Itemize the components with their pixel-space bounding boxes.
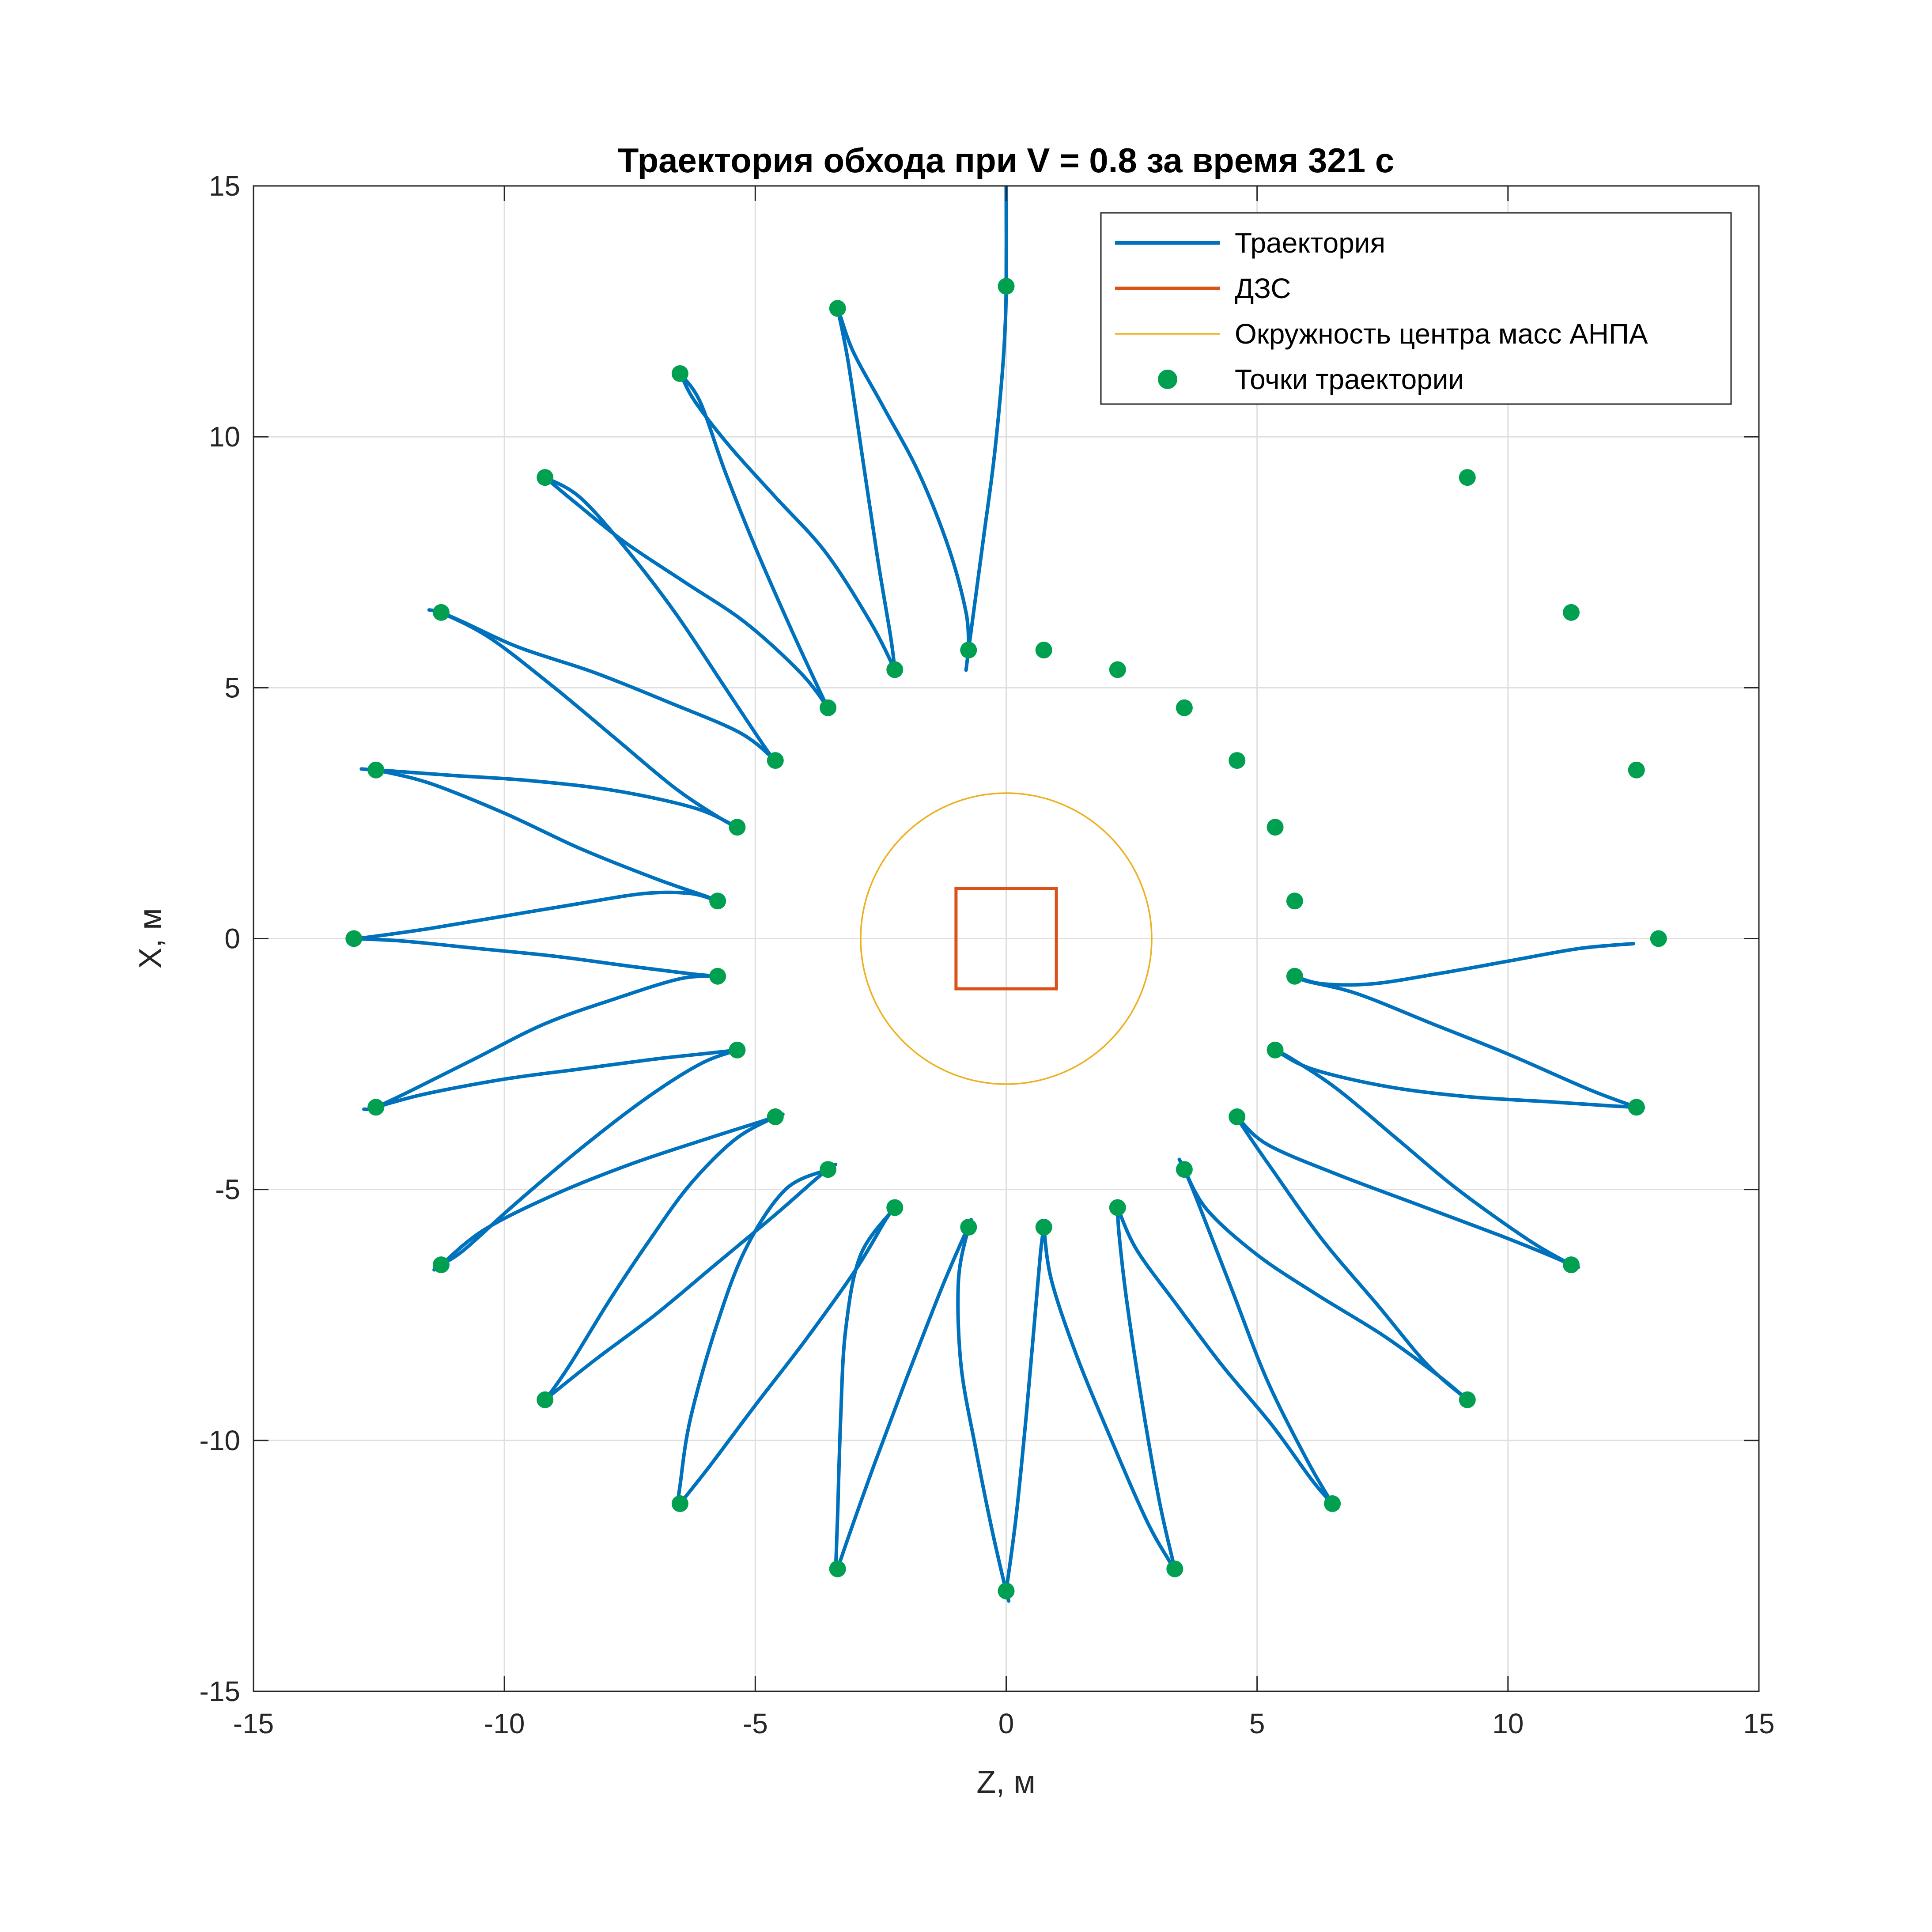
trajectory-point	[537, 1391, 554, 1408]
trajectory-segment-2	[836, 306, 897, 672]
trajectory-point	[829, 300, 846, 317]
trajectory-point	[829, 1560, 846, 1577]
trajectory-point	[671, 1495, 688, 1512]
trajectory-point	[367, 1099, 385, 1116]
trajectory-segment-1	[831, 302, 971, 652]
x-tick-label: 0	[998, 1708, 1014, 1739]
trajectory-point	[367, 761, 385, 779]
trajectory-segment-21	[834, 1206, 897, 1575]
trajectory-point	[709, 892, 726, 910]
trajectory-segment-35	[1293, 941, 1635, 987]
trajectory-segment-24	[1004, 1225, 1046, 1593]
trajectory-point	[432, 1256, 450, 1274]
trajectory-point	[820, 699, 837, 716]
trajectory-point	[998, 278, 1015, 295]
trajectory-point	[1628, 1099, 1645, 1116]
trajectory-point	[1650, 930, 1667, 947]
trajectory-segment-19	[676, 1168, 830, 1508]
y-axis-label: X, м	[133, 908, 168, 969]
trajectory-point	[729, 1041, 746, 1059]
trajectory-segment-17	[537, 1115, 777, 1406]
trajectory-point	[1459, 1391, 1476, 1408]
y-tick-label: -15	[200, 1675, 241, 1707]
y-tick-label: 5	[224, 672, 240, 703]
trajectory-point	[432, 604, 450, 621]
trajectory-segment-15	[432, 1048, 739, 1272]
trajectory-point	[345, 930, 363, 947]
trajectory-segment-27	[1115, 1206, 1339, 1510]
trajectory-point	[1286, 892, 1303, 910]
legend-box	[1100, 212, 1732, 405]
trajectory-point	[1035, 1218, 1052, 1236]
x-tick-label: -5	[743, 1708, 768, 1739]
trajectory-point	[1166, 1560, 1183, 1577]
legend-label-1: ДЗС	[1235, 272, 1291, 304]
trajectory-segment-33	[1273, 1048, 1645, 1110]
trajectory-point	[671, 365, 688, 382]
axis-ticks: -15 -10 -5 0 5 10 15 -15 -10 -5 0 5 10 15	[200, 170, 1775, 1739]
trajectory-point	[767, 752, 784, 769]
trajectory-segment-4	[678, 372, 830, 710]
trajectory-points	[345, 278, 1667, 1599]
trajectory-point	[960, 1218, 977, 1236]
trajectory-point	[1267, 819, 1284, 836]
trajectory-segment-3	[673, 367, 897, 672]
trajectory-point	[709, 968, 726, 985]
trajectory-point	[1459, 469, 1476, 486]
trajectory-segment-12	[352, 937, 720, 978]
trajectory-segment-30	[1235, 1115, 1469, 1402]
y-tick-label: -10	[200, 1425, 241, 1456]
trajectory-point	[1286, 968, 1303, 985]
trajectory-point	[1109, 1199, 1126, 1216]
dzs-square	[954, 887, 1058, 991]
center-of-mass-circle	[860, 792, 1153, 1085]
x-tick-label: 10	[1492, 1708, 1524, 1739]
trajectory-point	[1267, 1041, 1284, 1059]
trajectory-point	[1109, 661, 1126, 678]
trajectory-segment-14	[374, 1048, 739, 1109]
trajectory-segment-6	[543, 476, 777, 763]
trajectory-point	[1229, 752, 1246, 769]
trajectory-segment-10	[374, 768, 720, 903]
trajectory-segment-5	[540, 473, 830, 710]
trajectory-point	[886, 661, 904, 678]
trajectory-point	[1229, 1108, 1246, 1125]
legend-label-3: Точки траектории	[1235, 363, 1464, 395]
trajectory-point	[998, 1582, 1015, 1599]
chart-title: Траектория обхода при V = 0.8 за время 3…	[618, 141, 1394, 180]
legend-marker-points	[1158, 370, 1177, 389]
y-tick-label: 0	[224, 923, 240, 955]
x-tick-label: 5	[1249, 1708, 1265, 1739]
x-axis-label: Z, м	[976, 1765, 1036, 1800]
trajectory-point	[886, 1199, 904, 1216]
trajectory-point	[1563, 1256, 1580, 1274]
trajectory-point	[960, 642, 977, 659]
legend-label-2: Окружность центра масс АНПА	[1235, 318, 1648, 350]
trajectory-segment-11	[352, 890, 720, 941]
trajectory-point	[1628, 761, 1645, 779]
trajectory-point	[767, 1108, 784, 1125]
x-tick-label: -15	[233, 1708, 274, 1739]
trajectory-point	[1176, 699, 1193, 716]
trajectory-segment-13	[362, 974, 720, 1112]
x-tick-label: -10	[484, 1708, 525, 1739]
trajectory-point	[820, 1161, 837, 1178]
trajectory-point	[1176, 1161, 1193, 1178]
trajectory-segment-26	[1115, 1206, 1177, 1571]
y-tick-label: -5	[215, 1174, 240, 1206]
trajectory-point	[729, 819, 746, 836]
trajectory-point	[1563, 604, 1580, 621]
y-tick-label: 15	[209, 170, 240, 202]
obstacle-shapes	[860, 792, 1153, 1085]
legend-label-0: Траектория	[1235, 227, 1385, 259]
x-tick-label: 15	[1743, 1708, 1774, 1739]
trajectory-point	[1324, 1495, 1341, 1512]
legend: Траектория ДЗС Окружность центра масс АНПА…	[1100, 212, 1732, 405]
y-tick-label: 10	[209, 421, 240, 453]
plot-content	[345, 186, 1667, 1603]
trajectory-point	[1035, 642, 1052, 659]
trajectory-point	[537, 469, 554, 486]
